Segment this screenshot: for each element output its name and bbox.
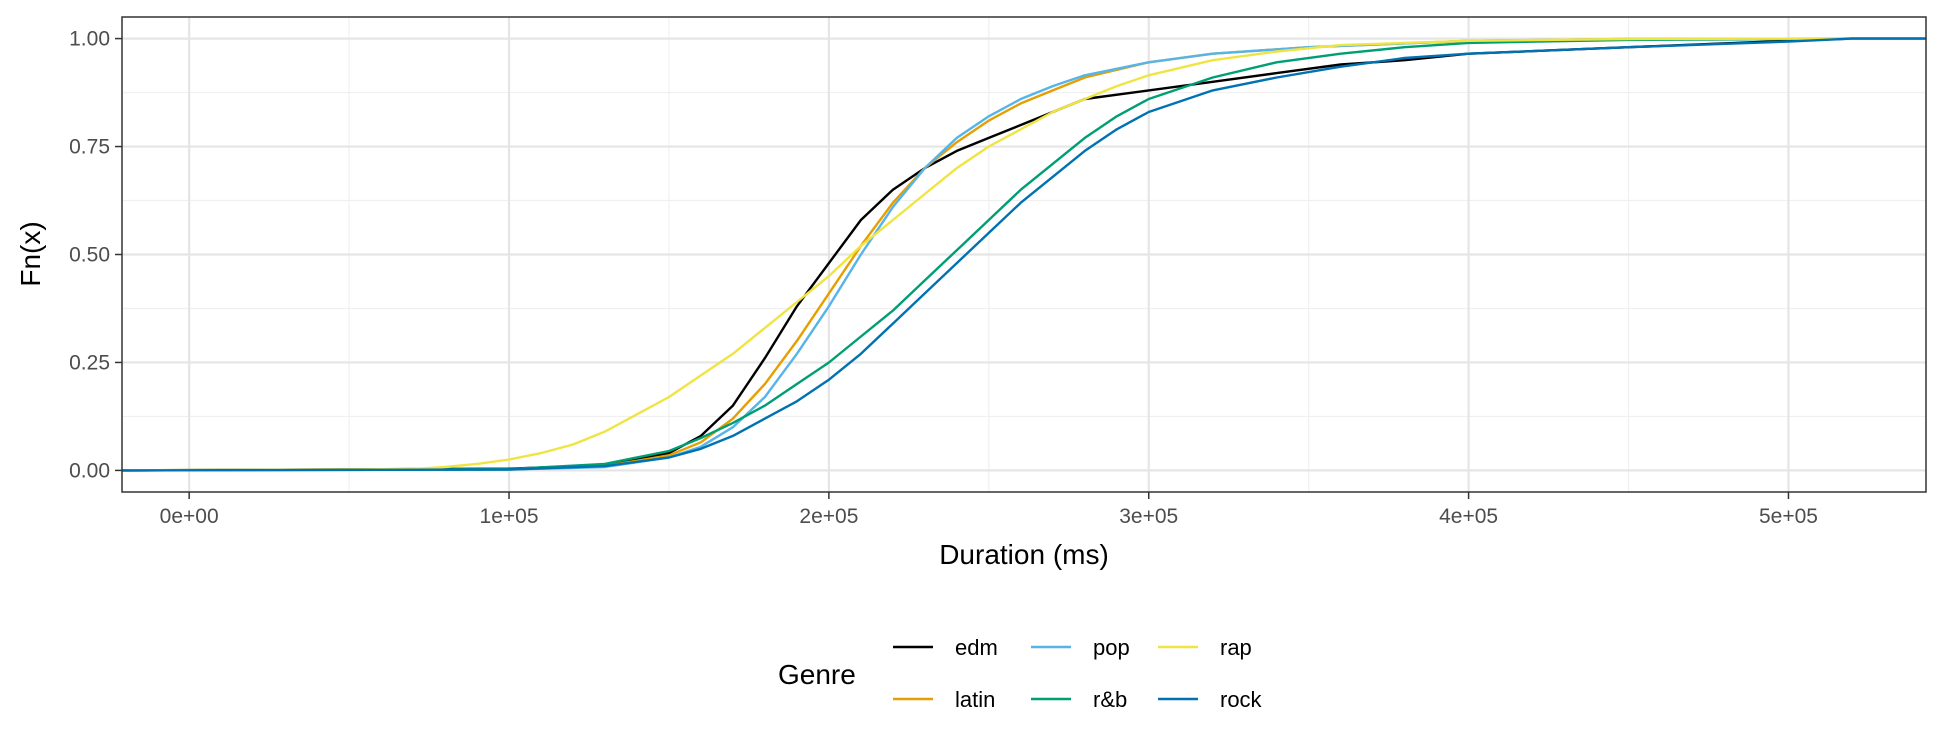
y-tick-label: 0.25 xyxy=(69,351,110,374)
legend-label-edm: edm xyxy=(955,635,998,660)
x-tick-label: 4e+05 xyxy=(1439,505,1498,528)
y-tick-label: 0.00 xyxy=(69,459,110,482)
x-tick-label: 2e+05 xyxy=(799,505,858,528)
legend-label-latin: latin xyxy=(955,687,995,712)
y-axis: 0.00 0.25 0.50 0.75 1.00 xyxy=(69,28,122,482)
legend-label-rock: rock xyxy=(1220,687,1263,712)
legend-label-pop: pop xyxy=(1093,635,1130,660)
legend-label-rap: rap xyxy=(1220,635,1252,660)
y-tick-label: 1.00 xyxy=(69,28,110,51)
y-tick-label: 0.75 xyxy=(69,136,110,159)
y-axis-title: Fn(x) xyxy=(15,221,46,286)
y-tick-label: 0.50 xyxy=(69,244,110,267)
x-tick-label: 1e+05 xyxy=(480,505,539,528)
series-lines xyxy=(121,37,1926,472)
series-line-rap xyxy=(121,37,1926,472)
x-tick-label: 0e+00 xyxy=(160,505,219,528)
series-line-rock xyxy=(121,37,1926,472)
legend-title: Genre xyxy=(778,659,856,690)
x-axis: 0e+00 1e+05 2e+05 3e+05 4e+05 5e+05 xyxy=(160,492,1818,528)
x-tick-label: 3e+05 xyxy=(1119,505,1178,528)
series-line-rb xyxy=(121,37,1926,472)
x-tick-label: 5e+05 xyxy=(1759,505,1818,528)
legend: Genre edm latin pop r&b rap rock xyxy=(778,635,1263,712)
legend-label-rb: r&b xyxy=(1093,687,1127,712)
x-axis-title: Duration (ms) xyxy=(939,539,1109,570)
